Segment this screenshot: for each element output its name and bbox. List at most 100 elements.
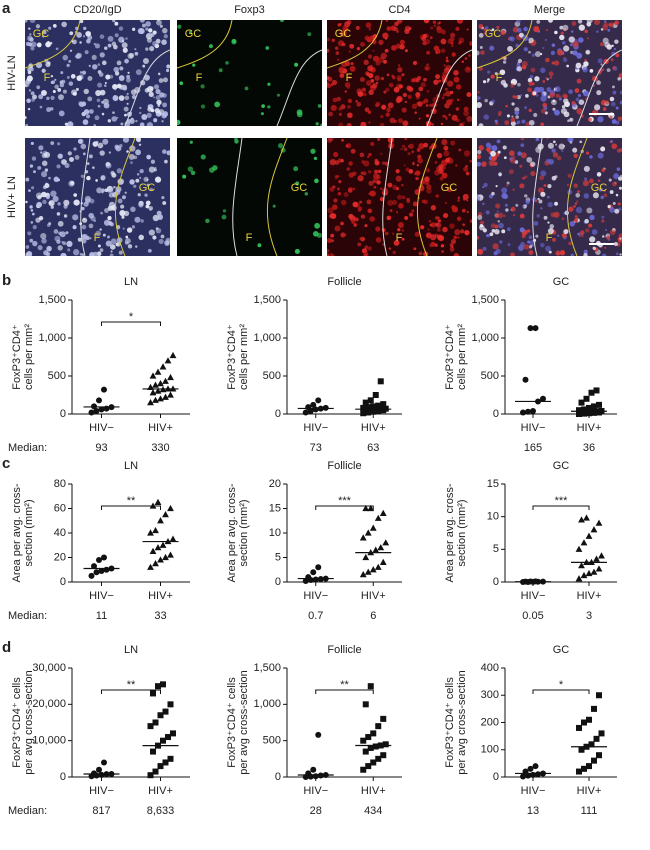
boundary — [327, 20, 383, 69]
cell — [385, 112, 390, 117]
cell — [453, 70, 459, 76]
cell — [155, 95, 161, 101]
cell — [559, 25, 564, 30]
cell — [528, 50, 531, 54]
data-point — [162, 759, 169, 766]
cell — [146, 178, 149, 181]
data-point — [149, 547, 157, 554]
cell — [364, 107, 370, 113]
cell — [587, 117, 592, 122]
row-label: HIV-LN — [6, 55, 18, 91]
cell — [384, 48, 389, 53]
cell — [584, 29, 589, 34]
cell — [333, 198, 338, 203]
cell — [162, 201, 167, 205]
cell — [149, 104, 152, 108]
data-point — [96, 397, 102, 404]
cell — [609, 115, 613, 119]
cell — [395, 175, 402, 182]
cell — [576, 108, 583, 115]
cell — [477, 196, 481, 202]
cell — [114, 144, 119, 150]
cell — [162, 77, 168, 83]
cell — [561, 105, 566, 109]
cell — [265, 46, 270, 50]
cell — [36, 85, 41, 90]
y-tick-label: 1,500 — [38, 294, 66, 306]
cell — [257, 243, 262, 248]
cell — [498, 172, 502, 177]
cell — [612, 85, 615, 89]
image-label: F — [546, 232, 553, 244]
cell — [72, 39, 77, 45]
cell — [463, 150, 471, 157]
data-point — [580, 571, 588, 579]
cell — [386, 107, 391, 113]
cell — [403, 164, 406, 167]
cell — [54, 84, 59, 90]
cell — [510, 121, 516, 126]
cell — [375, 103, 379, 108]
cell — [126, 77, 131, 83]
data-point — [593, 387, 600, 394]
cell — [568, 206, 574, 212]
boundary — [25, 20, 81, 69]
cell — [441, 96, 445, 100]
cell — [188, 30, 193, 34]
cell — [462, 121, 466, 124]
cell — [478, 96, 481, 99]
cell — [73, 147, 77, 151]
micrograph: GCF — [25, 138, 170, 256]
cell — [401, 195, 406, 200]
cell — [491, 145, 498, 152]
cell — [528, 119, 535, 126]
median-caption: Median: — [8, 610, 47, 622]
cell — [444, 201, 447, 205]
cell — [415, 170, 421, 176]
cell — [524, 175, 528, 179]
cell — [107, 215, 112, 221]
cell — [41, 171, 48, 178]
cell — [503, 214, 506, 217]
cell — [404, 138, 408, 141]
cell — [555, 250, 561, 256]
column-header: CD20/IgD — [73, 4, 121, 16]
cell — [96, 187, 103, 194]
cell — [530, 171, 536, 177]
data-point — [147, 723, 154, 730]
cell — [67, 151, 72, 156]
cell — [127, 244, 133, 249]
data-point — [375, 402, 382, 409]
cell — [577, 93, 581, 98]
cell — [600, 63, 603, 66]
cell — [509, 36, 515, 42]
cell — [118, 95, 125, 101]
data-point — [370, 759, 377, 766]
cell — [496, 139, 501, 144]
cell — [478, 123, 484, 126]
cell — [401, 73, 405, 77]
cell — [431, 123, 435, 126]
y-tick-label: 0 — [275, 408, 281, 420]
y-tick-label: 1,500 — [253, 294, 281, 306]
cell — [393, 239, 400, 246]
cell — [362, 171, 367, 176]
cell — [32, 240, 38, 247]
cell — [59, 231, 66, 238]
data-point — [154, 544, 162, 551]
cell — [353, 223, 357, 228]
data-point — [152, 396, 159, 403]
cell — [362, 92, 367, 97]
cell — [453, 253, 460, 256]
cell — [403, 147, 408, 152]
cell — [94, 115, 100, 121]
y-tick-label: 1,000 — [471, 332, 499, 344]
cell — [112, 83, 118, 90]
cell — [52, 24, 57, 28]
cell — [200, 154, 206, 160]
cell — [122, 40, 125, 43]
cell — [525, 94, 529, 98]
cell — [537, 197, 540, 201]
cell — [78, 138, 84, 145]
cell — [208, 44, 214, 49]
